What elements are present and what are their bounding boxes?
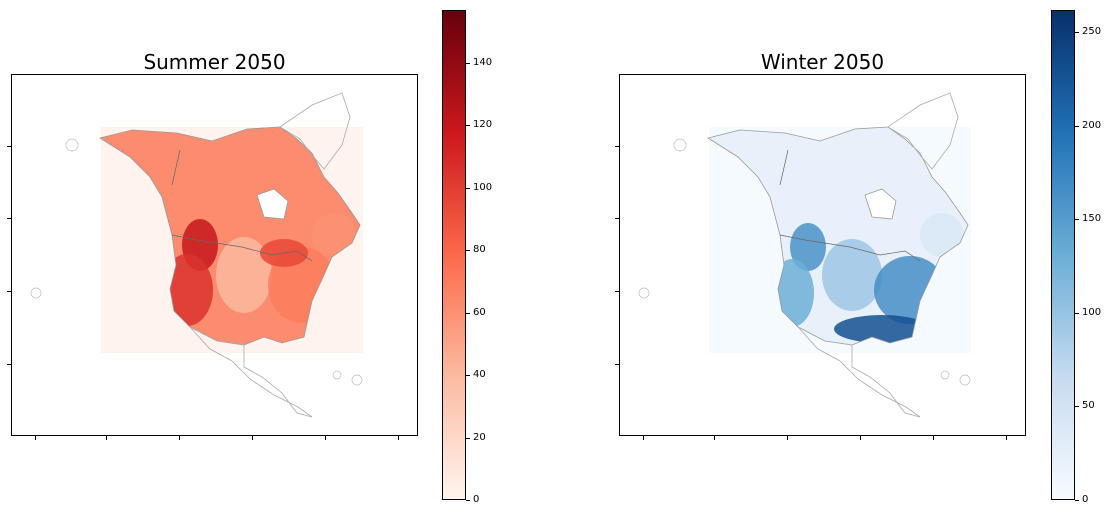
colorbar-tick-mark [466,438,470,439]
alaska-border [171,149,181,186]
region-gulf-coast [834,315,930,343]
colorbar-tick-label: 80 [473,244,486,255]
y-axis-tick [7,364,11,365]
colorbar-tick-mark [1075,500,1079,501]
us-canada-border [171,234,313,262]
region-northern-canada-alaska [129,160,339,260]
y-axis-tick [7,291,11,292]
island-3 [351,374,363,386]
colorbar-tick-label: 40 [473,369,486,380]
y-axis-tick [7,146,11,147]
colorbar-tick-label: 50 [1082,400,1095,411]
colorbar-tick-label: 60 [473,307,486,318]
island-2 [332,370,342,380]
winter-map [619,74,1026,436]
x-axis-tick [643,436,644,440]
island-0 [65,138,79,152]
colorbar-tick-label: 150 [1082,213,1102,224]
colorbar-tick-label: 0 [473,494,480,505]
greenland-outline [887,92,959,170]
colorbar-tick-label: 20 [473,432,486,443]
island-0 [673,138,687,152]
summer-title: Summer 2050 [143,50,286,74]
x-axis-tick [933,436,934,440]
colorbar-tick-label: 200 [1082,120,1102,131]
colorbar-tick-label: 120 [473,119,493,130]
mexico-outline [797,326,921,418]
winter-colorbar [1051,10,1075,500]
winter-map-svg [638,92,971,418]
colorbar-tick-mark [466,63,470,64]
colorbar-tick-mark [466,250,470,251]
colorbar-tick-label: 100 [473,182,493,193]
alaska-border [779,149,789,186]
region-pacific-northwest [790,223,826,271]
coastline [98,126,361,346]
y-axis-tick [615,218,619,219]
coastline [706,126,969,346]
summer-colorbar [442,10,466,500]
colorbar-tick-label: 0 [1082,494,1089,505]
y-axis-tick [615,364,619,365]
y-axis-tick [615,291,619,292]
hudson-bay [864,188,897,220]
colorbar-tick-mark [1075,313,1079,314]
colorbar-tick-label: 100 [1082,307,1102,318]
x-axis-tick [35,436,36,440]
island-2 [940,370,950,380]
colorbar-tick-mark [466,375,470,376]
colorbar-tick-mark [466,313,470,314]
x-axis-tick [714,436,715,440]
region-eastern-canada [920,213,964,257]
x-axis-tick [252,436,253,440]
colorbar-tick-mark [466,125,470,126]
colorbar-tick-mark [1075,32,1079,33]
y-axis-tick [7,218,11,219]
region-great-plains [216,237,272,313]
island-3 [959,374,971,386]
colorbar-tick-mark [466,500,470,501]
summer-map-svg [30,92,363,418]
colorbar-tick-mark [466,188,470,189]
x-axis-tick [179,436,180,440]
colorbar-tick-label: 250 [1082,26,1102,37]
region-eastern-canada [312,213,356,257]
y-axis-tick [615,146,619,147]
colorbar-tick-mark [1075,219,1079,220]
greenland-outline [279,92,351,170]
x-axis-tick [787,436,788,440]
summer-map [11,74,418,436]
x-axis-tick [398,436,399,440]
colorbar-tick-mark [1075,126,1079,127]
x-axis-tick [325,436,326,440]
colorbar-tick-label: 140 [473,57,493,68]
x-axis-tick [1006,436,1007,440]
island-1 [30,287,42,299]
mexico-outline [189,326,313,418]
region-great-plains [822,239,882,311]
x-axis-tick [106,436,107,440]
data-regions [100,127,360,345]
colorbar-tick-mark [1075,406,1079,407]
hudson-bay [256,188,289,220]
island-1 [638,287,650,299]
us-canada-border [779,234,921,262]
region-northern-canada-alaska [737,160,947,260]
x-axis-tick [860,436,861,440]
winter-title: Winter 2050 [760,50,885,74]
